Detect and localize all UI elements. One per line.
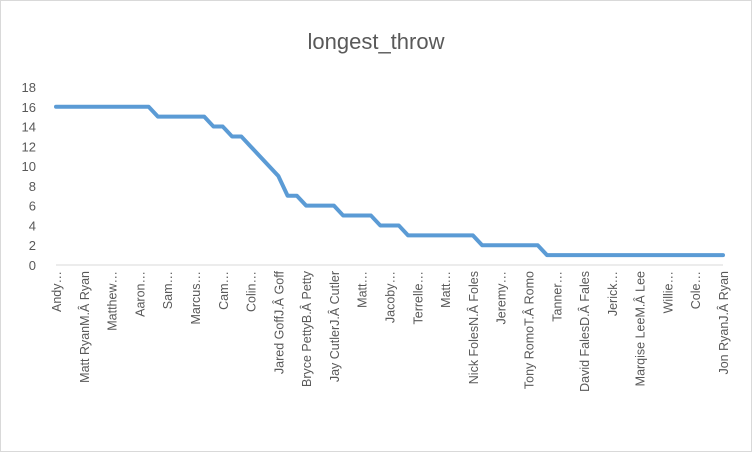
y-tick-label: 18: [22, 80, 36, 95]
x-category-label: Bryce PettyB.Â Petty: [299, 270, 314, 387]
x-category-label: Jon RyanJ.Â Ryan: [716, 271, 731, 375]
y-tick-label: 8: [29, 179, 36, 194]
x-category-label: Marqise LeeM.Â Lee: [633, 271, 648, 386]
y-tick-label: 6: [29, 199, 36, 214]
x-category-label: Jerick…: [606, 271, 620, 316]
y-tick-label: 10: [22, 159, 36, 174]
x-category-label: Jared GoffJ.Â Goff: [271, 270, 286, 374]
y-tick-label: 12: [22, 139, 36, 154]
x-category-label: Matt RyanM.Â Ryan: [77, 271, 92, 383]
x-category-label: Terrelle…: [411, 271, 425, 325]
x-category-label: Colin…: [245, 271, 259, 312]
chart-title: longest_throw: [308, 29, 445, 54]
y-tick-label: 0: [29, 258, 36, 273]
y-tick-label: 16: [22, 100, 36, 115]
x-category-label: Jeremy…: [495, 271, 509, 324]
x-category-label: Cam…: [217, 271, 231, 310]
series-line: [54, 104, 725, 258]
x-axis-labels: Andy… Matt RyanM.Â Ryan Matthew… Aaron… Sam……: [50, 270, 731, 392]
x-category-label: Willie…: [661, 271, 675, 313]
x-category-label: Jacoby…: [384, 271, 398, 323]
x-category-label: Aaron…: [133, 271, 147, 317]
y-tick-label: 2: [29, 238, 36, 253]
y-axis-ticks: 0 2 4 6 8 10 12 14 16 18: [22, 80, 36, 273]
x-category-label: Tanner…: [550, 271, 564, 322]
x-category-label: Matt…: [439, 271, 453, 308]
x-category-label: Marcus…: [189, 271, 203, 324]
x-category-label: Matt…: [356, 271, 370, 308]
x-category-label: Cole…: [689, 271, 703, 309]
x-category-label: Tony RomoT.Â Romo: [521, 271, 536, 389]
y-tick-label: 4: [29, 218, 36, 233]
x-category-label: Matthew…: [106, 271, 120, 331]
x-category-label: Jay CutlerJ.Â Cutler: [327, 271, 342, 382]
x-category-label: Andy…: [50, 271, 64, 312]
series-group: [54, 104, 725, 258]
x-category-label: Nick FolesN.Â Foles: [466, 271, 481, 384]
x-category-label: David FalesD.Â Fales: [577, 271, 592, 392]
x-category-label: Sam…: [161, 271, 175, 309]
y-tick-label: 14: [22, 120, 36, 135]
